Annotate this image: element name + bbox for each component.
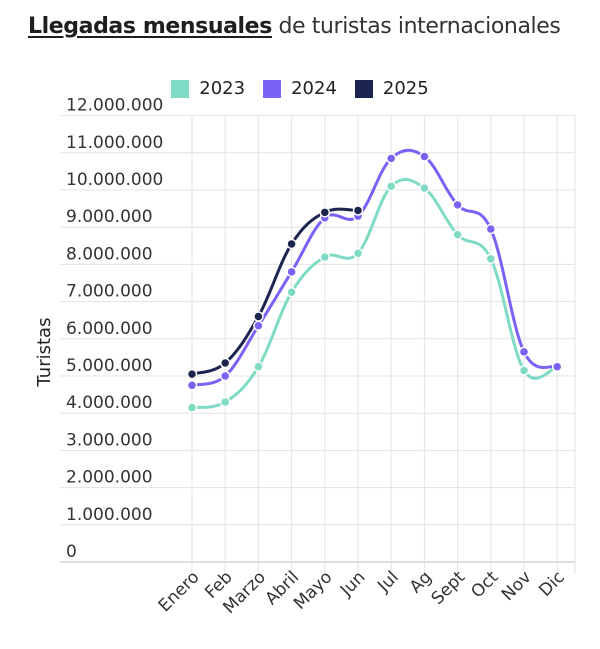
- chart-title-bold: Llegadas mensuales: [28, 14, 272, 39]
- y-tick-label: 7.000.000: [66, 282, 153, 302]
- chart-series: [186, 148, 563, 413]
- data-point-2023[interactable]: [352, 247, 364, 259]
- data-point-2023[interactable]: [186, 402, 198, 413]
- data-point-2023[interactable]: [485, 253, 497, 265]
- data-point-2023[interactable]: [385, 181, 397, 192]
- legend-item-2024[interactable]: 2024: [263, 78, 337, 99]
- y-axis-label: Turistas: [34, 318, 55, 388]
- data-point-2024[interactable]: [219, 370, 231, 382]
- data-point-2023[interactable]: [219, 396, 231, 408]
- x-tick-label: Enero: [155, 567, 204, 616]
- data-point-2024[interactable]: [286, 266, 297, 278]
- legend-swatch-2025: [354, 79, 373, 98]
- legend-label-2025: 2025: [382, 78, 429, 99]
- legend-swatch-2024: [263, 79, 282, 98]
- data-point-2024[interactable]: [452, 199, 463, 211]
- y-tick-label: 9.000.000: [66, 207, 153, 227]
- data-point-2023[interactable]: [452, 229, 463, 240]
- data-point-2024[interactable]: [385, 153, 397, 164]
- data-point-2025[interactable]: [319, 207, 331, 218]
- x-tick-label: Mayo: [290, 567, 336, 613]
- y-tick-label: 2.000.000: [66, 468, 153, 488]
- legend-swatch-2023: [171, 79, 190, 98]
- chart-grid: [60, 115, 576, 574]
- chart-title: Llegadas mensuales de turistas internaci…: [28, 14, 561, 39]
- data-point-2023[interactable]: [419, 182, 430, 194]
- y-axis-ticks: 0 1.000.000 2.000.000 3.000.000 4.000.000 5.0…: [66, 96, 163, 562]
- x-tick-label: Nov: [498, 567, 536, 605]
- y-tick-label: 11.000.000: [66, 133, 163, 153]
- data-point-2024[interactable]: [419, 151, 430, 162]
- x-tick-label: Oct: [467, 567, 502, 602]
- y-tick-label: 3.000.000: [66, 430, 153, 450]
- y-tick-label: 4.000.000: [66, 393, 153, 413]
- legend-item-2025[interactable]: 2025: [354, 78, 429, 99]
- data-point-2025[interactable]: [352, 205, 364, 216]
- y-tick-label: 6.000.000: [66, 319, 153, 339]
- data-point-2025[interactable]: [286, 238, 297, 250]
- x-tick-label: Dic: [535, 567, 568, 600]
- data-point-2023[interactable]: [319, 251, 331, 263]
- legend-label-2023: 2023: [199, 78, 246, 99]
- y-tick-label: 5.000.000: [66, 356, 153, 376]
- y-tick-label: 12.000.000: [66, 96, 163, 116]
- data-point-2024[interactable]: [253, 320, 264, 332]
- data-point-2024[interactable]: [551, 361, 563, 372]
- data-point-2023[interactable]: [518, 365, 530, 376]
- series-line-2025: [191, 207, 359, 376]
- data-point-2024[interactable]: [485, 223, 497, 235]
- x-tick-label: Sept: [428, 567, 470, 609]
- chart-title-rest: de turistas internacionales: [278, 14, 561, 39]
- y-tick-label: 8.000.000: [66, 244, 153, 264]
- y-tick-label: 0: [66, 542, 77, 562]
- x-tick-label: Jul: [373, 567, 402, 596]
- data-point-2025[interactable]: [219, 357, 231, 369]
- data-point-2025[interactable]: [186, 368, 198, 380]
- series-line-2023: [191, 177, 558, 410]
- data-point-2024[interactable]: [186, 380, 198, 391]
- data-point-2023[interactable]: [286, 287, 297, 298]
- chart-legend: 2023 2024 2025: [0, 78, 600, 99]
- series-line-2024: [191, 148, 558, 387]
- x-tick-label: Jun: [336, 567, 370, 601]
- data-point-2023[interactable]: [253, 361, 264, 372]
- data-point-2024[interactable]: [518, 346, 530, 358]
- y-tick-label: 1.000.000: [66, 505, 153, 525]
- y-tick-label: 10.000.000: [66, 170, 163, 190]
- legend-label-2024: 2024: [291, 78, 337, 99]
- legend-item-2023[interactable]: 2023: [171, 78, 245, 99]
- data-point-2025[interactable]: [253, 311, 264, 322]
